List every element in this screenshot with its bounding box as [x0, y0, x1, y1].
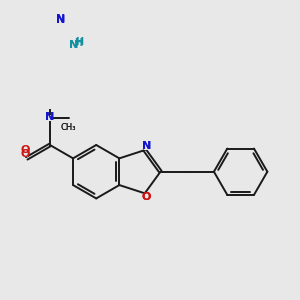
- Bar: [143, 194, 149, 199]
- Text: CH₃: CH₃: [61, 123, 76, 132]
- Bar: [143, 144, 149, 150]
- Text: H: H: [75, 37, 83, 47]
- Bar: [71, 43, 77, 48]
- Bar: [47, 116, 53, 121]
- Bar: [22, 152, 28, 158]
- Text: N: N: [142, 141, 151, 151]
- Text: N: N: [56, 15, 65, 25]
- Text: H: H: [74, 38, 83, 48]
- Text: O: O: [142, 192, 151, 202]
- Text: O: O: [20, 145, 30, 154]
- Text: N: N: [45, 112, 54, 122]
- Text: N: N: [45, 112, 54, 122]
- Bar: [58, 17, 64, 23]
- Text: N: N: [69, 40, 79, 50]
- Text: N: N: [69, 40, 79, 50]
- Text: N: N: [142, 141, 151, 151]
- Text: CH₃: CH₃: [61, 123, 76, 132]
- Text: O: O: [142, 192, 151, 202]
- Text: O: O: [21, 149, 30, 159]
- Text: N: N: [56, 14, 65, 24]
